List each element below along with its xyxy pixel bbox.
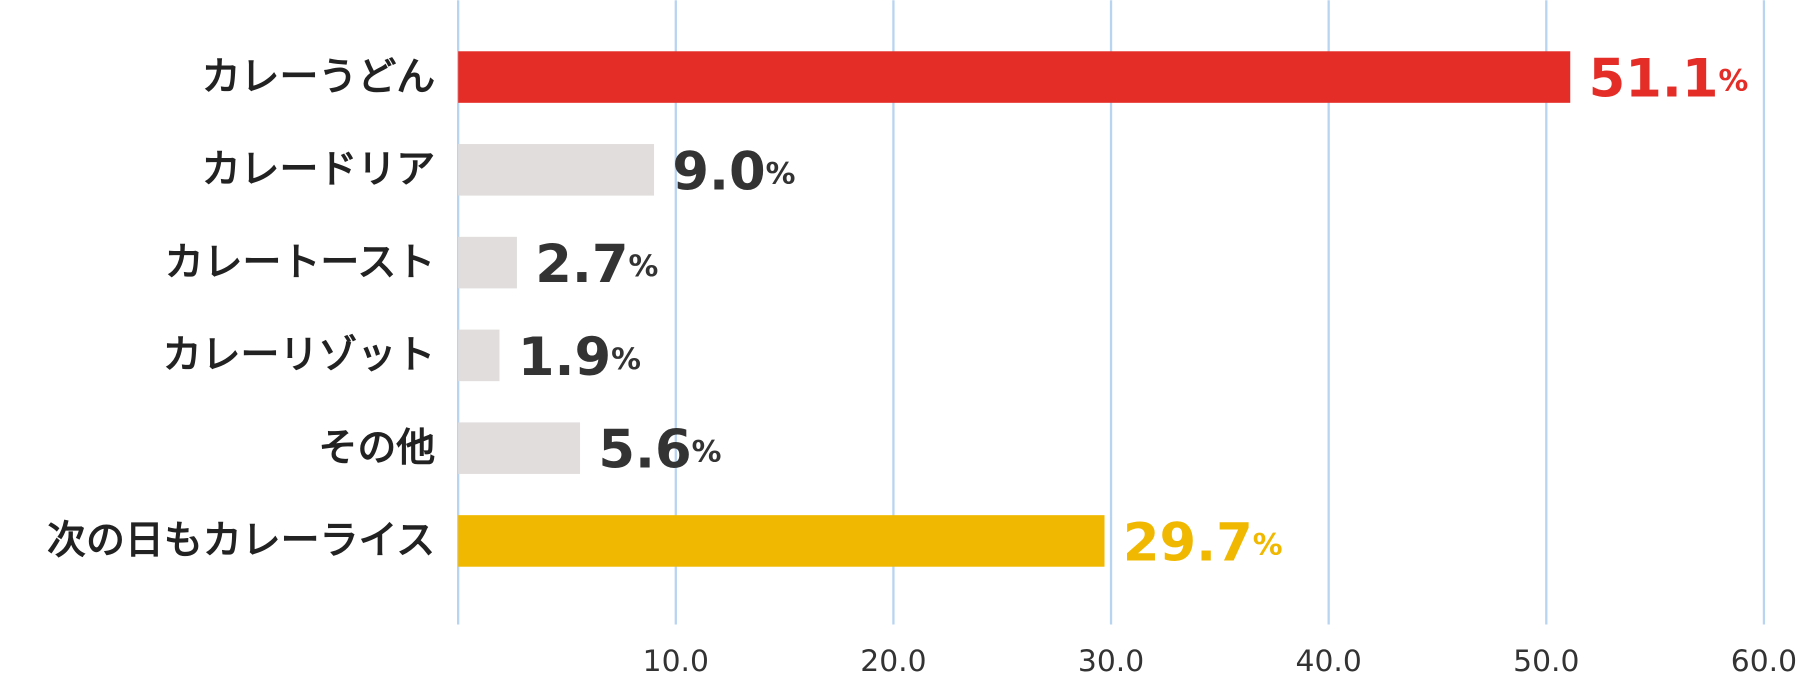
x-tick-label: 40.0 [1296, 644, 1362, 679]
value-label: 9.0% [672, 141, 795, 202]
value-label: 29.7% [1123, 512, 1283, 573]
category-label: 次の日もカレーライス [47, 519, 435, 564]
bar [458, 51, 1571, 103]
category-label: カレートースト [165, 240, 436, 285]
category-label: カレーリゾット [163, 333, 436, 378]
x-tick-label: 20.0 [860, 644, 926, 679]
category-label: カレーうどん [202, 55, 436, 100]
bar [458, 515, 1105, 567]
x-tick-label: 30.0 [1078, 644, 1144, 679]
bar [458, 144, 655, 196]
value-label: 2.7% [535, 234, 658, 295]
x-tick-label: 10.0 [643, 644, 709, 679]
x-tick-label: 60.0 [1731, 644, 1796, 679]
bar [458, 236, 517, 289]
value-label: 5.6% [598, 419, 721, 480]
x-tick-label: 50.0 [1513, 644, 1579, 679]
category-label: その他 [318, 426, 435, 471]
bar [458, 329, 500, 382]
value-label: 51.1% [1589, 48, 1749, 109]
bar [458, 422, 581, 474]
category-label: カレードリア [202, 148, 436, 193]
value-label: 1.9% [518, 327, 641, 388]
